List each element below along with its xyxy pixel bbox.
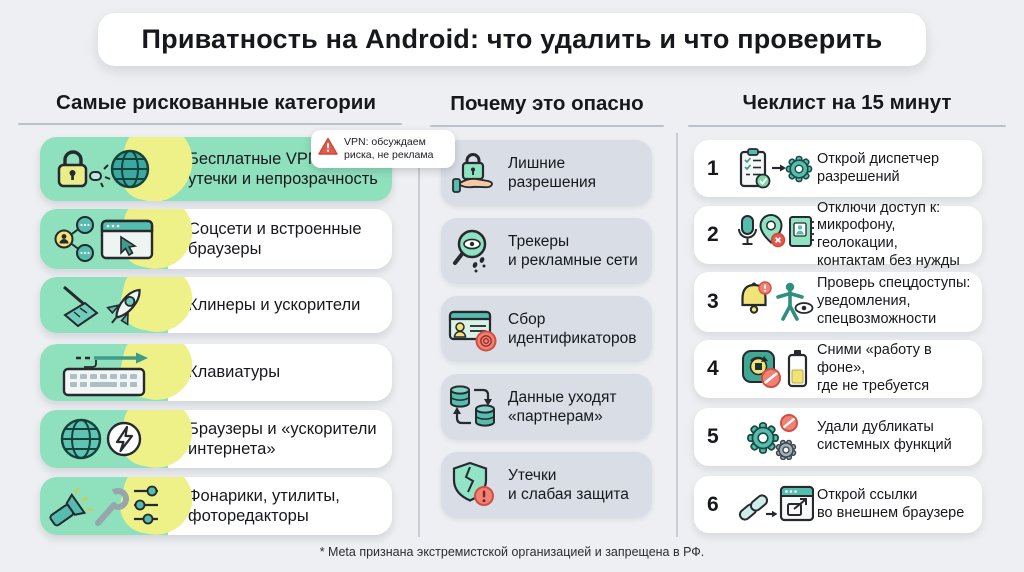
- globe-lightning-icon: [60, 418, 142, 460]
- checklist-step-number: 5: [707, 425, 719, 448]
- risky-card-label: Соцсети и встроенные браузеры: [188, 219, 362, 258]
- databases-sync-icon: [441, 383, 505, 431]
- checklist-item-4: 4 Сними «работу в фоне», где не требуетс…: [694, 340, 982, 398]
- danger-card-partners: Данные уходят «партнерам»: [441, 374, 652, 440]
- checklist-step-label: Удали дубликаты системных функций: [817, 419, 952, 453]
- checklist-item-6: 6 Открой ссылки во внешнем браузере: [694, 476, 982, 533]
- background-app-battery-icon: [735, 347, 817, 391]
- id-card-fingerprint-icon: [441, 306, 505, 352]
- checklist-step-number: 2: [707, 223, 719, 246]
- column-divider-right: [676, 133, 678, 537]
- padlock-broken-chain-globe-icon: [57, 149, 150, 189]
- checklist-step-number: 1: [707, 156, 719, 180]
- bell-accessibility-icon: [735, 280, 817, 324]
- broken-shield-icon: [441, 461, 505, 509]
- title-banner: Приватность на Android: что удалить и чт…: [98, 13, 926, 66]
- risky-card-browsers: Браузеры и «ускорители интернета»: [40, 410, 392, 468]
- column-divider-left: [418, 133, 420, 537]
- risky-card-icon-zone: [40, 137, 168, 201]
- lock-in-hand-icon: [441, 149, 505, 197]
- danger-column-header: Почему это опасно: [450, 92, 644, 115]
- risky-card-icon-zone: [40, 209, 168, 269]
- danger-card-label: Трекеры и рекламные сети: [508, 232, 638, 269]
- checklist-item-2: 2 Отключи доступ к:: [694, 200, 982, 269]
- vpn-badge-text: VPN: обсуждаем риска, не реклама: [344, 136, 434, 162]
- checklist-step-number: 3: [707, 290, 719, 313]
- keyboard-arrow-icon: [62, 352, 148, 396]
- checklist-step-label: Проверь спецдоступы: уведомления, спецво…: [817, 275, 971, 327]
- checklist-step-label: Открой диспетчер разрешений: [817, 150, 940, 185]
- gears-ban-icon: [735, 414, 817, 460]
- share-network-browser-icon: [54, 216, 154, 262]
- warning-triangle-icon: [318, 137, 338, 161]
- risky-card-cleaners: Клинеры и ускорители: [40, 277, 392, 333]
- risky-card-label: Фонарики, утилиты, фоторедакторы: [188, 486, 340, 525]
- risky-card-utilities: Фонарики, утилиты, фоторедакторы: [40, 477, 392, 535]
- link-external-browser-icon: [735, 483, 817, 527]
- danger-card-trackers: Трекеры и рекламные сети: [441, 218, 652, 284]
- magnifier-eye-icon: [441, 227, 505, 275]
- risky-card-label: Клинеры и ускорители: [188, 295, 361, 314]
- checklist-item-3: 3 Проверь спецдоступы: уведомления, спец…: [694, 272, 982, 332]
- danger-card-label: Данные уходят «партнерам»: [508, 388, 617, 425]
- danger-card-leaks: Утечки и слабая защита: [441, 452, 652, 518]
- vpn-disclaimer-badge: VPN: обсуждаем риска, не реклама: [311, 130, 455, 169]
- checklist-item-1: 1: [694, 140, 982, 197]
- risky-card-icon-zone: [40, 344, 168, 401]
- danger-header-underline: [430, 125, 664, 127]
- checklist-gear-icon: [735, 147, 817, 191]
- broom-rocket-icon: [63, 285, 141, 328]
- checklist-item-5: 5: [694, 408, 982, 466]
- checklist-step-label: Отключи доступ к: микрофону, геолокации,…: [817, 199, 960, 269]
- danger-card-label: Сбор идентификаторов: [508, 310, 637, 347]
- checklist-column-header: Чеклист на 15 минут: [742, 91, 952, 114]
- checklist-header-underline: [688, 125, 1006, 127]
- risky-card-keyboards: Клавиатуры: [40, 344, 392, 401]
- danger-card-label: Утечки и слабая защита: [508, 466, 629, 503]
- risky-card-icon-zone: [40, 410, 168, 468]
- danger-card-label: Лишние разрешения: [508, 154, 597, 191]
- risky-card-label: Клавиатуры: [188, 363, 281, 382]
- danger-card-permissions: Лишние разрешения: [441, 140, 652, 206]
- risky-card-label: Бесплатные VPN: утечки и непрозрачность: [188, 149, 378, 188]
- risky-card-icon-zone: [40, 277, 168, 333]
- mic-pin-contacts-icon: [735, 213, 817, 257]
- danger-card-identifiers: Сбор идентификаторов: [441, 296, 652, 362]
- risky-card-label: Браузеры и «ускорители интернета»: [188, 419, 377, 458]
- checklist-step-label: Сними «работу в фоне», где не требуется: [817, 342, 932, 394]
- footnote: * Meta признана экстремистской организац…: [319, 545, 705, 559]
- risky-header-underline: [18, 123, 402, 125]
- checklist-step-label: Открой ссылки во внешнем браузере: [817, 486, 965, 521]
- risky-column-header: Самые рискованные категории: [56, 91, 376, 114]
- page-title: Приватность на Android: что удалить и чт…: [141, 24, 883, 54]
- checklist-step-number: 4: [707, 357, 719, 380]
- risky-card-icon-zone: [40, 477, 168, 535]
- risky-card-social: Соцсети и встроенные браузеры: [40, 209, 392, 269]
- checklist-step-number: 6: [707, 492, 719, 516]
- flashlight-wrench-sliders-icon: [49, 485, 158, 527]
